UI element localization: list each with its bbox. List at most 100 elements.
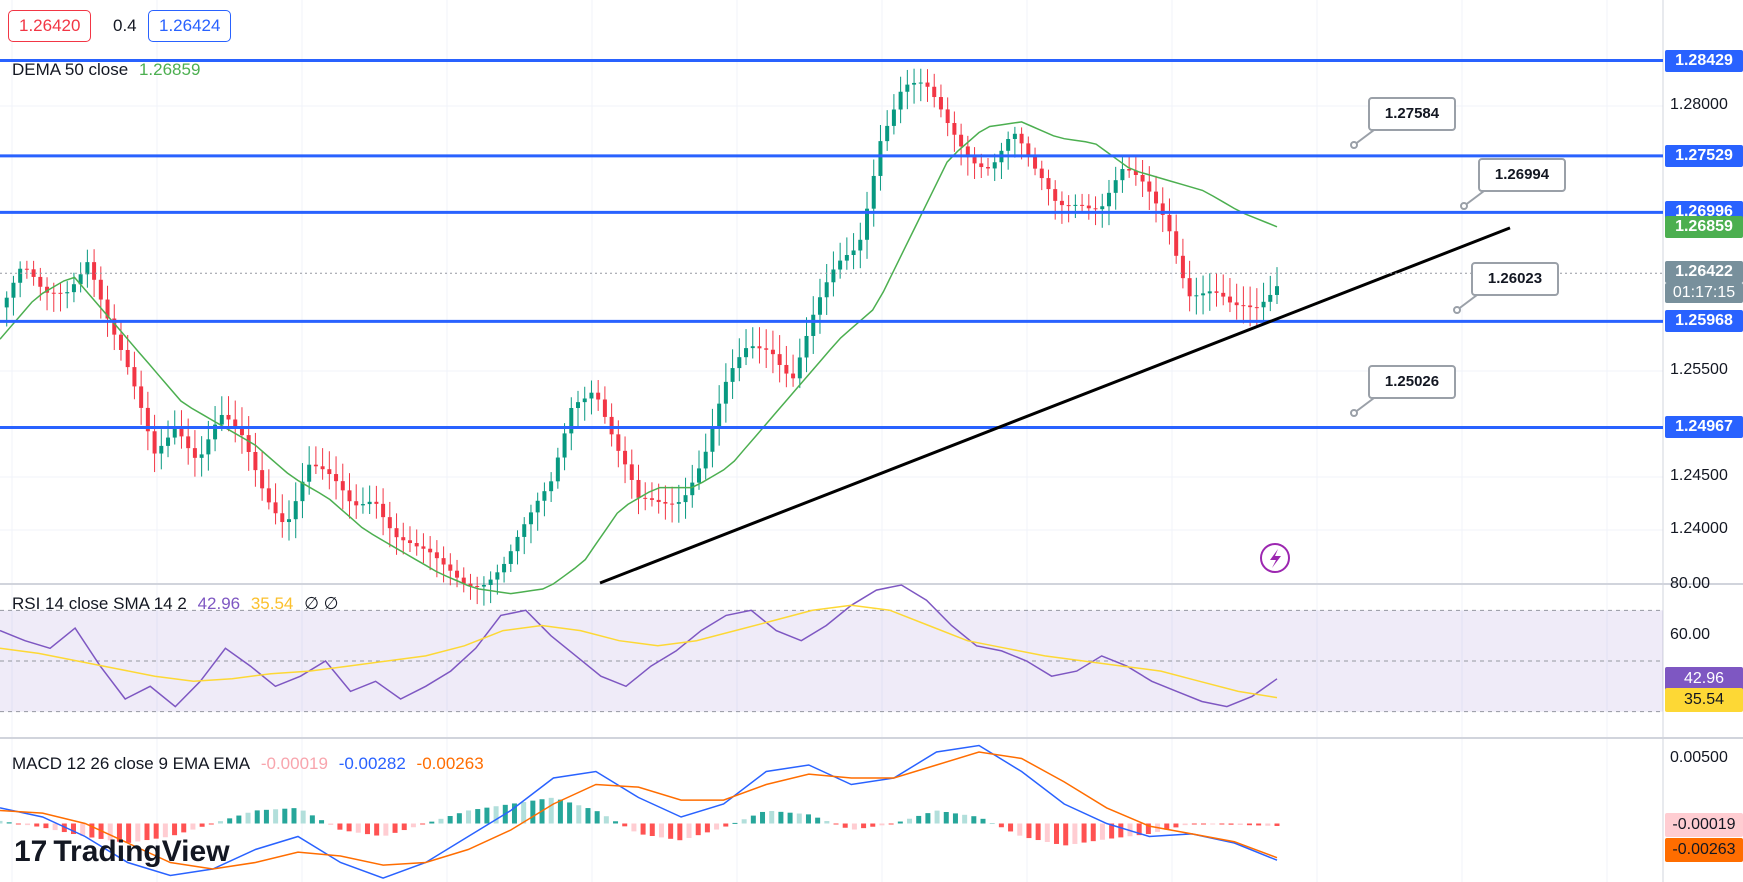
macd-histogram-bar: [1035, 823, 1041, 841]
candle: [649, 482, 654, 507]
level-price-badge[interactable]: 1.27529: [1665, 144, 1743, 167]
macd-histogram-bar: [1237, 823, 1243, 825]
candle: [979, 153, 984, 179]
candle-body: [979, 163, 984, 168]
macd-histogram-bar: [851, 823, 857, 830]
candle-body: [508, 551, 513, 564]
candle-body: [1133, 170, 1138, 175]
macd-histogram-bar: [420, 823, 426, 825]
candle: [226, 396, 231, 432]
candle: [663, 485, 668, 520]
candle: [334, 456, 339, 500]
candle: [871, 159, 876, 227]
countdown-badge: 01:17:15: [1665, 283, 1743, 304]
candle-body: [549, 481, 554, 492]
candle-body: [85, 262, 90, 275]
price-callout-label[interactable]: 1.26994: [1478, 158, 1566, 192]
candle: [118, 320, 123, 361]
current-price-badge[interactable]: 1.26422: [1665, 261, 1743, 284]
macd-histogram-bar: [668, 823, 674, 839]
candle-body: [401, 537, 406, 541]
candle-body: [1167, 214, 1172, 232]
macd-histogram-bar: [980, 818, 986, 824]
price-callout-label[interactable]: 1.26023: [1471, 262, 1559, 296]
macd-histogram-bar: [1246, 823, 1252, 826]
macd-histogram-bar: [640, 823, 646, 835]
macd-histogram-bar: [43, 823, 49, 829]
macd-histogram-bar: [567, 802, 573, 824]
macd-histogram-bar: [888, 823, 894, 825]
candle: [112, 304, 117, 351]
callout-anchor: [1460, 202, 1468, 210]
macd-signal-badge: -0.00263: [1665, 837, 1743, 862]
candle: [1120, 155, 1125, 193]
macd-histogram-bar: [1265, 823, 1271, 826]
candle: [1080, 193, 1085, 213]
macd-histogram-bar: [1109, 823, 1115, 839]
tradingview-logo[interactable]: 17 TradingView: [14, 835, 230, 869]
macd-histogram-bar: [447, 816, 453, 824]
price-callout-label[interactable]: 1.25026: [1368, 365, 1456, 399]
callout-anchor: [1350, 409, 1358, 417]
tradingview-logo-mark: 17: [14, 835, 48, 868]
trendline: [599, 226, 1511, 585]
candle: [636, 464, 641, 515]
candle: [623, 436, 628, 484]
macd-histogram-bar: [631, 823, 637, 832]
macd-histogram-bar: [1136, 823, 1142, 836]
candle: [670, 486, 675, 523]
candle: [683, 477, 688, 519]
candle-body: [1059, 200, 1064, 206]
candle-body: [1227, 296, 1232, 303]
dema-legend[interactable]: DEMA 50 close 1.26859: [12, 60, 206, 80]
spread-value: 0.4: [113, 16, 137, 35]
candle: [865, 191, 870, 259]
price-callout-label[interactable]: 1.27584: [1368, 97, 1456, 131]
candle-body: [824, 282, 829, 298]
macd-histogram-bar: [208, 823, 214, 825]
candle: [85, 249, 90, 288]
candle-body: [1154, 191, 1159, 204]
candle: [562, 423, 567, 471]
macd-histogram-bar: [585, 808, 591, 824]
candle-body: [542, 491, 547, 501]
candle: [764, 329, 769, 368]
candle-body: [260, 470, 265, 489]
bid-price-box[interactable]: 1.26420: [8, 10, 92, 42]
candle-body: [92, 262, 97, 280]
candle-body: [1100, 206, 1105, 210]
macd-legend[interactable]: MACD 12 26 close 9 EMA EMA -0.00019 -0.0…: [12, 754, 490, 774]
rsi-legend[interactable]: RSI 14 close SMA 14 2 42.96 35.54 ∅ ∅: [12, 594, 344, 614]
level-price-badge[interactable]: 1.24967: [1665, 416, 1743, 439]
candle: [1275, 267, 1279, 304]
candle-body: [985, 167, 990, 169]
macd-histogram-bar: [916, 815, 922, 824]
macd-histogram-bar: [52, 823, 58, 831]
macd-histogram-bar: [493, 806, 499, 824]
macd-histogram-bar: [107, 823, 113, 841]
candle-body: [219, 414, 224, 425]
macd-histogram-bar: [364, 823, 370, 835]
candle-body: [448, 564, 453, 571]
level-price-badge[interactable]: 1.25968: [1665, 310, 1743, 333]
macd-histogram-bar: [153, 823, 159, 839]
macd-histogram-bar: [732, 822, 738, 824]
ask-price-box[interactable]: 1.26424: [148, 10, 232, 42]
candle-body: [65, 292, 70, 294]
candle-body: [266, 488, 271, 503]
macd-histogram-bar: [778, 811, 784, 824]
candle-body: [1012, 133, 1017, 140]
macd-histogram-bar: [815, 817, 821, 824]
candle: [858, 222, 863, 269]
level-price-badge[interactable]: 1.28429: [1665, 49, 1743, 72]
candle-body: [374, 501, 379, 504]
candle-body: [273, 502, 278, 514]
candle-body: [455, 570, 460, 578]
candle: [387, 501, 392, 548]
candle-body: [770, 349, 775, 355]
candle-body: [78, 274, 83, 285]
candle-body: [710, 427, 715, 452]
candle-body: [387, 517, 392, 529]
candle-body: [327, 469, 332, 475]
